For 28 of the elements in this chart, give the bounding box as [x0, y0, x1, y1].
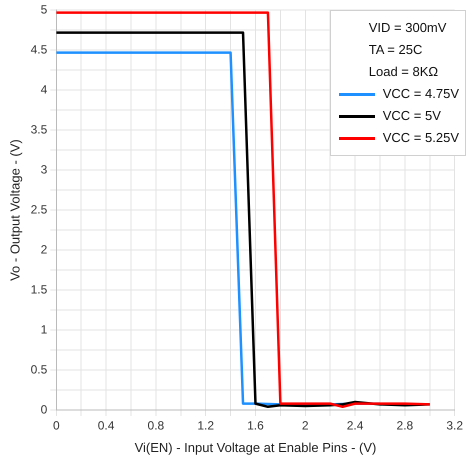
x-tick-label: 2.4 [346, 418, 364, 433]
legend-label: VCC = 4.75V [382, 85, 459, 103]
y-tick-label: 1.5 [30, 282, 48, 296]
legend-label: VCC = 5.25V [382, 129, 459, 147]
x-tick-label: 3.2 [446, 418, 464, 433]
annotation: Load = 8KΩ [368, 63, 440, 81]
x-tick-label: 1.6 [247, 418, 264, 433]
legend-label: VCC = 5V [382, 107, 441, 125]
y-tick-label: 0 [40, 402, 48, 416]
y-tick-label: 4 [40, 82, 48, 96]
y-tick-label: 1 [40, 322, 48, 336]
x-tick-label: 2.8 [396, 418, 414, 433]
y-tick-label: 3 [40, 162, 48, 176]
y-tick-label: 2 [40, 242, 48, 256]
x-tick-label: 1.2 [197, 418, 214, 433]
x-tick-label: 0.8 [148, 418, 165, 433]
x-tick-label: 2 [302, 418, 309, 433]
annotation: VID = 300mV [368, 19, 448, 37]
annotation: TA = 25C [368, 41, 424, 59]
x-axis-title: Vi(EN) - Input Voltage at Enable Pins - (V) [134, 440, 376, 455]
y-axis-title: Vo - Output Voltage - (V) [7, 139, 22, 281]
y-tick-label: 2.5 [30, 202, 48, 216]
x-tick-label: 0.4 [98, 418, 115, 433]
y-tick-label: 5 [40, 2, 48, 17]
x-tick-label: 0 [52, 418, 60, 433]
y-tick-label: 4.5 [30, 42, 48, 56]
y-tick-label: 3.5 [30, 122, 48, 136]
y-tick-label: 0.5 [30, 362, 48, 376]
